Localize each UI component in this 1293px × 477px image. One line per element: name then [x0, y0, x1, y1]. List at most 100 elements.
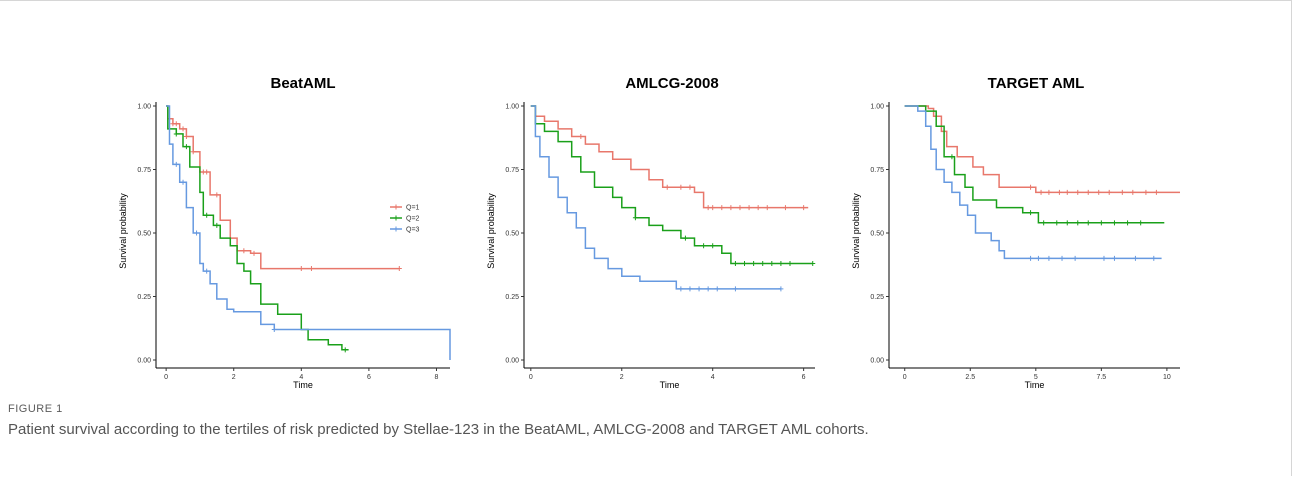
x-tick-label: 6 — [367, 374, 371, 381]
censor-mark — [1096, 189, 1102, 195]
x-tick-label: 10 — [1163, 374, 1171, 381]
x-tick-label: 0 — [529, 374, 533, 381]
censor-mark — [1143, 189, 1149, 195]
censor-mark — [1075, 189, 1081, 195]
x-tick-label: 0 — [903, 374, 907, 381]
y-axis-label: Survival probability — [486, 193, 496, 269]
censor-mark — [719, 205, 725, 211]
censor-mark — [678, 286, 684, 292]
censor-mark — [737, 205, 743, 211]
censor-mark — [251, 250, 257, 256]
censor-mark — [778, 286, 784, 292]
censor-mark — [173, 161, 179, 167]
censor-mark — [1041, 220, 1047, 226]
censor-mark — [1046, 189, 1052, 195]
censor-mark — [342, 347, 348, 353]
censor-mark — [1046, 255, 1052, 261]
x-tick-label: 4 — [299, 374, 303, 381]
censor-mark — [1098, 220, 1104, 226]
y-tick-label: 0.25 — [137, 294, 151, 301]
censor-mark — [1101, 255, 1107, 261]
y-tick-label: 0.25 — [870, 294, 884, 301]
x-tick-label: 0 — [164, 374, 168, 381]
censor-mark — [696, 286, 702, 292]
censor-mark — [664, 184, 670, 190]
censor-mark — [271, 327, 277, 333]
x-tick-label: 2.5 — [965, 374, 975, 381]
censor-mark — [751, 260, 757, 266]
censor-mark — [1028, 184, 1034, 190]
censor-mark — [687, 184, 693, 190]
censor-mark — [173, 121, 179, 127]
censor-mark — [194, 230, 200, 236]
censor-mark — [1035, 255, 1041, 261]
censor-mark — [678, 184, 684, 190]
censor-mark — [1075, 220, 1081, 226]
censor-mark — [801, 205, 807, 211]
censor-mark — [183, 133, 189, 139]
survival-curve-Q1 — [166, 105, 400, 270]
censor-mark — [810, 260, 816, 266]
x-axis-label: Time — [1025, 380, 1045, 390]
y-tick-label: 0.75 — [505, 167, 519, 174]
censor-mark — [714, 286, 720, 292]
censor-mark — [298, 266, 304, 272]
censor-mark — [1132, 255, 1138, 261]
x-tick-label: 2 — [620, 374, 624, 381]
km-panel-2: AMLCG-2008 0.00 0.25 0.50 0.75 1.00 0 2 4 6 Time Su… — [486, 75, 816, 390]
survival-curve-Q2 — [530, 105, 813, 265]
y-tick-label: 1.00 — [870, 104, 884, 111]
censor-mark — [190, 149, 196, 155]
y-tick-label: 0.75 — [870, 167, 884, 174]
censor-mark — [1106, 189, 1112, 195]
censor-mark — [214, 222, 220, 228]
panel-title: TARGET AML — [988, 75, 1085, 92]
censor-mark — [204, 268, 210, 274]
censor-mark — [769, 260, 775, 266]
legend-entry: Q=3 — [406, 227, 420, 234]
panel-title: AMLCG-2008 — [625, 75, 718, 92]
censor-mark — [173, 131, 179, 137]
legend-censor — [393, 215, 399, 221]
censor-mark — [1111, 255, 1117, 261]
censor-mark — [1125, 220, 1131, 226]
censor-mark — [787, 260, 793, 266]
censor-mark — [204, 169, 210, 175]
figure-caption: Patient survival according to the tertil… — [8, 421, 869, 438]
legend-entry: Q=2 — [406, 216, 420, 223]
censor-mark — [396, 266, 402, 272]
censor-mark — [782, 205, 788, 211]
censor-mark — [760, 260, 766, 266]
survival-curve-Q3 — [530, 105, 781, 290]
y-tick-label: 1.00 — [137, 104, 151, 111]
y-tick-label: 0.75 — [137, 167, 151, 174]
censor-mark — [705, 205, 711, 211]
y-tick-label: 0.50 — [870, 231, 884, 238]
censor-mark — [180, 179, 186, 185]
censor-mark — [578, 133, 584, 139]
y-tick-label: 0.50 — [137, 231, 151, 238]
censor-mark — [180, 126, 186, 132]
x-axis-label: Time — [293, 380, 313, 390]
censor-mark — [1138, 220, 1144, 226]
y-axis-label: Survival probability — [118, 193, 128, 269]
censor-mark — [632, 215, 638, 221]
x-tick-label: 7.5 — [1096, 374, 1106, 381]
censor-mark — [1028, 255, 1034, 261]
censor-mark — [1151, 255, 1157, 261]
censor-mark — [701, 243, 707, 249]
survival-curve-Q2 — [904, 105, 1165, 224]
censor-mark — [204, 212, 210, 218]
censor-mark — [1054, 220, 1060, 226]
survival-figure: BeatAML 0.00 0.25 0.50 0.75 1.00 0 2 4 6 8 Time Surv… — [118, 75, 1180, 390]
x-tick-label: 6 — [802, 374, 806, 381]
survival-curve-Q3 — [904, 105, 1162, 260]
km-panel-3: TARGET AML 0.00 0.25 0.50 0.75 1.00 0 2.5 5 7.5 10… — [851, 75, 1180, 390]
censor-mark — [1119, 189, 1125, 195]
legend-censor — [393, 226, 399, 232]
legend-censor — [393, 204, 399, 210]
censor-mark — [183, 144, 189, 150]
y-tick-label: 0.00 — [870, 358, 884, 365]
censor-mark — [1028, 210, 1034, 216]
